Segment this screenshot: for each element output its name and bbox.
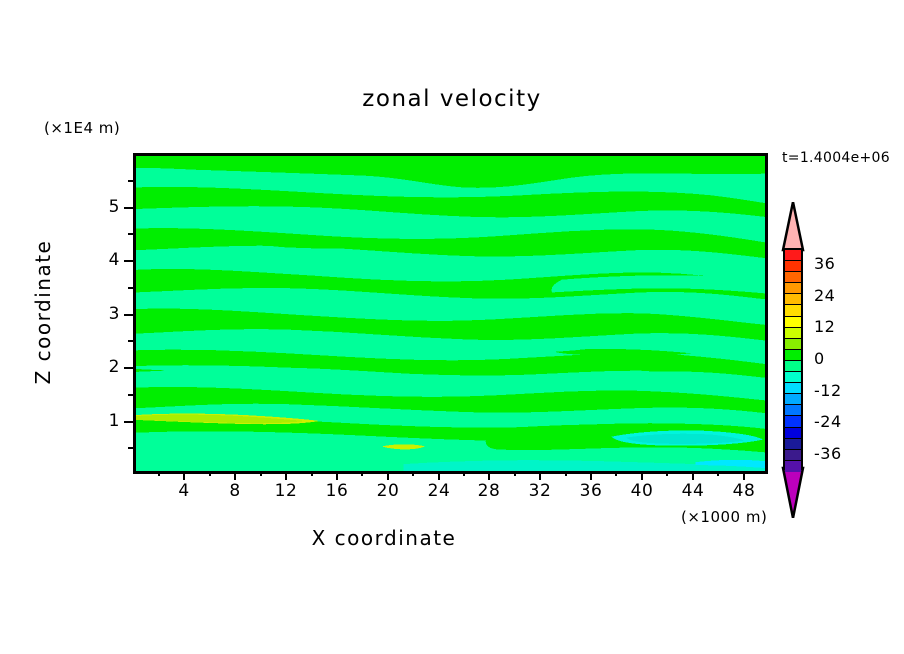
x-tick-4 <box>183 471 185 480</box>
y-tick-minor-5p5 <box>128 180 133 182</box>
colorbar-band-1 <box>785 261 801 273</box>
x-tick-label-40: 40 <box>630 481 654 501</box>
colorbar-band-19 <box>785 460 801 472</box>
colorbar-label-0: 0 <box>814 349 825 368</box>
colorbar-label-neg36: -36 <box>814 444 842 464</box>
colorbar-band-8 <box>785 338 801 350</box>
colorbar-label-12: 12 <box>814 317 836 337</box>
x-tick-label-16: 16 <box>325 481 349 501</box>
colorbar-band-14 <box>785 405 801 417</box>
x-tick-label-12: 12 <box>274 481 298 501</box>
y-tick-2 <box>124 367 133 369</box>
y-tick-3 <box>124 314 133 316</box>
x-tick-label-28: 28 <box>477 481 501 501</box>
colorbar-label-36: 36 <box>814 253 836 273</box>
y-tick-minor-1p5 <box>128 394 133 396</box>
x-tick-28 <box>488 471 490 480</box>
timestamp-annotation: t=1.4004e+06 <box>782 150 890 166</box>
x-tick-label-48: 48 <box>732 481 756 501</box>
colorbar-band-12 <box>785 383 801 395</box>
colorbar-band-2 <box>785 272 801 284</box>
x-axis-title: X coordinate <box>311 526 457 550</box>
x-tick-36 <box>590 471 592 480</box>
x-axis-unit-label: (×1000 m) <box>681 508 768 526</box>
y-tick-label-4: 4 <box>108 250 120 270</box>
colorbar-band-7 <box>785 327 801 339</box>
x-tick-label-36: 36 <box>579 481 603 501</box>
x-tick-minor-34 <box>565 471 567 476</box>
y-tick-label-1: 1 <box>108 411 120 431</box>
x-tick-minor-22 <box>412 471 414 476</box>
colorbar-band-15 <box>785 416 801 428</box>
x-tick-label-4: 4 <box>178 481 190 501</box>
x-tick-minor-14 <box>311 471 313 476</box>
y-tick-minor-0p5 <box>128 447 133 449</box>
colorbar-band-16 <box>785 427 801 439</box>
x-tick-label-20: 20 <box>376 481 400 501</box>
y-tick-minor-3p5 <box>128 287 133 289</box>
x-tick-minor-26 <box>463 471 465 476</box>
colorbar: 36 24 12 0 -12 -24 -36 <box>778 202 841 518</box>
colorbar-band-4 <box>785 294 801 306</box>
colorbar-label-neg24: -24 <box>814 412 842 432</box>
y-tick-4 <box>124 260 133 262</box>
y-axis-title: Z coordinate <box>31 239 55 385</box>
colorbar-band-17 <box>785 438 801 450</box>
y-tick-minor-4p5 <box>128 233 133 235</box>
colorbar-gradient <box>783 248 803 472</box>
colorbar-band-10 <box>785 360 801 373</box>
chart-title: zonal velocity <box>362 86 542 112</box>
x-tick-label-44: 44 <box>681 481 705 501</box>
x-tick-minor-30 <box>514 471 516 476</box>
x-tick-48 <box>743 471 745 480</box>
colorbar-band-9 <box>785 349 801 361</box>
x-tick-40 <box>641 471 643 480</box>
colorbar-band-11 <box>785 372 801 384</box>
y-axis-unit-label: (×1E4 m) <box>44 119 121 137</box>
x-tick-20 <box>387 471 389 480</box>
y-tick-label-5: 5 <box>108 197 120 217</box>
x-tick-minor-10 <box>260 471 262 476</box>
x-tick-minor-2 <box>158 471 160 476</box>
x-tick-label-32: 32 <box>528 481 552 501</box>
y-tick-minor-2p5 <box>128 340 133 342</box>
x-tick-16 <box>336 471 338 480</box>
x-tick-minor-38 <box>615 471 617 476</box>
colorbar-label-neg12: -12 <box>814 380 842 400</box>
x-tick-label-24: 24 <box>427 481 451 501</box>
colorbar-band-6 <box>785 316 801 328</box>
x-tick-32 <box>539 471 541 480</box>
x-tick-minor-46 <box>717 471 719 476</box>
colorbar-label-24: 24 <box>814 285 836 305</box>
x-tick-24 <box>438 471 440 480</box>
contour-field <box>136 156 765 471</box>
colorbar-band-18 <box>785 449 801 461</box>
colorbar-band-3 <box>785 283 801 295</box>
y-tick-label-2: 2 <box>108 357 120 377</box>
y-tick-label-3: 3 <box>108 304 120 324</box>
x-tick-8 <box>234 471 236 480</box>
colorbar-band-13 <box>785 394 801 406</box>
x-tick-12 <box>285 471 287 480</box>
x-tick-44 <box>692 471 694 480</box>
y-tick-5 <box>124 207 133 209</box>
y-tick-1 <box>124 421 133 423</box>
x-tick-minor-18 <box>361 471 363 476</box>
colorbar-band-0 <box>785 250 801 262</box>
x-tick-minor-42 <box>666 471 668 476</box>
colorbar-band-5 <box>785 305 801 317</box>
x-tick-minor-6 <box>209 471 211 476</box>
x-tick-label-8: 8 <box>229 481 241 501</box>
contour-plot-area <box>133 153 768 474</box>
